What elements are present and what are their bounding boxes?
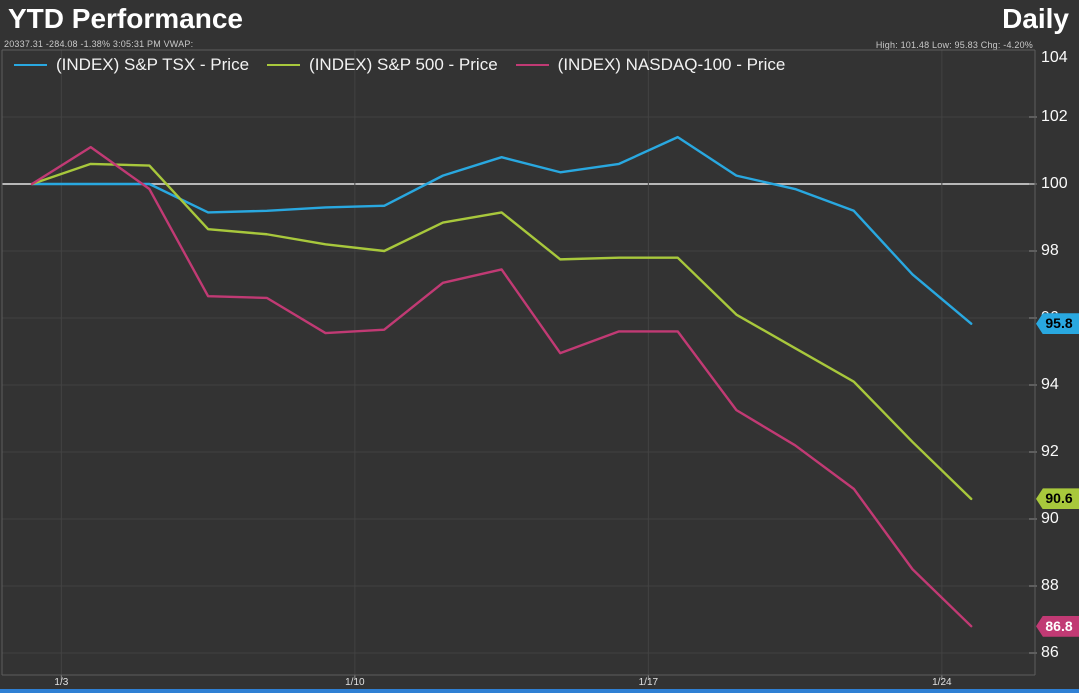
- y-axis-label: 92: [1041, 443, 1059, 460]
- legend-label-sp-tsx: (INDEX) S&P TSX - Price: [56, 55, 250, 74]
- nasdaq-100-line-swatch: [515, 64, 549, 66]
- last-price-tag: 86.8: [1036, 615, 1079, 637]
- x-axis-label: 1/10: [345, 677, 365, 688]
- y-axis-label: 88: [1041, 577, 1059, 594]
- chart-legend: (INDEX) S&P TSX - Price (INDEX) S&P 500 …: [14, 55, 785, 75]
- series-line[interactable]: [30, 145, 973, 628]
- sp-tsx-line-swatch: [14, 64, 47, 66]
- legend-item-sp-500[interactable]: (INDEX) S&P 500 - Price: [267, 55, 498, 75]
- page-title: YTD Performance: [8, 3, 243, 34]
- x-axis-label: 1/17: [638, 677, 659, 688]
- high-low-change-line: High: 101.48 Low: 95.83 Chg: -4.20%: [875, 40, 1033, 50]
- legend-item-sp-tsx[interactable]: (INDEX) S&P TSX - Price: [14, 55, 249, 75]
- interval-label: Daily: [1002, 3, 1069, 34]
- y-axis-label: 94: [1041, 376, 1059, 393]
- legend-label-sp-500: (INDEX) S&P 500 - Price: [309, 55, 498, 74]
- legend-label-nasdaq-100: (INDEX) NASDAQ-100 - Price: [557, 55, 786, 74]
- sp-500-line-swatch: [267, 64, 301, 66]
- last-price-tag: 90.6: [1036, 488, 1079, 510]
- x-axis-label: 1/24: [932, 677, 952, 688]
- y-axis-label: 100: [1041, 175, 1068, 192]
- quote-ticker-line: 20337.31 -284.08 -1.38% 3:05:31 PM VWAP:: [4, 39, 194, 49]
- y-axis-label: 86: [1041, 644, 1059, 661]
- last-price-tag: 95.8: [1036, 313, 1079, 335]
- x-axis-label: 1/3: [54, 677, 69, 688]
- legend-item-nasdaq-100[interactable]: (INDEX) NASDAQ-100 - Price: [515, 55, 786, 75]
- y-axis-label: 98: [1041, 242, 1059, 259]
- y-axis-label: 102: [1041, 108, 1068, 125]
- y-axis-label: 90: [1041, 510, 1059, 527]
- bottom-accent-bar: [0, 689, 1079, 693]
- series-line[interactable]: [30, 162, 973, 501]
- series-line[interactable]: [30, 135, 973, 325]
- y-axis-label: 104: [1041, 49, 1068, 66]
